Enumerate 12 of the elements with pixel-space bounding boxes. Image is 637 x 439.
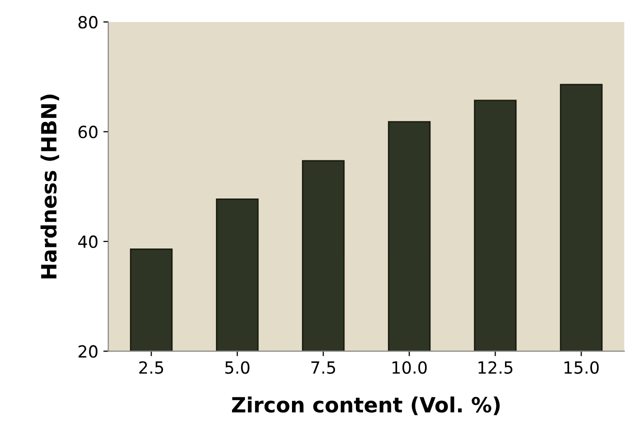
- y-tick-label: 40: [78, 235, 98, 248]
- x-axis-title: Zircon content (Vol. %): [232, 396, 500, 416]
- y-axis-title: Hardness (HBN): [40, 94, 60, 278]
- x-tick-label: 2.5: [139, 361, 164, 374]
- y-tick-label: 20: [78, 345, 98, 358]
- y-tick-label: 80: [78, 16, 98, 29]
- x-tick-label: 10.0: [392, 361, 427, 374]
- x-tick-label: 7.5: [311, 361, 336, 374]
- x-tick-label: 15.0: [564, 361, 599, 374]
- x-tick-label: 12.5: [478, 361, 512, 374]
- y-tick-label: 60: [78, 126, 98, 138]
- x-tick-label: 5.0: [225, 361, 250, 374]
